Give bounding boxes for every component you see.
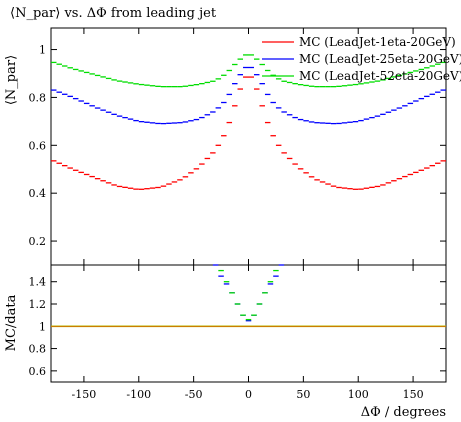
x-ticks: -150 -100 -50 0 50 100 150 [72, 265, 424, 401]
legend-label: MC (LeadJet-1eta-20GeV) [299, 35, 456, 49]
ratio-y-axis-label: MC/data [4, 294, 19, 351]
x-tick-label: -50 [185, 388, 203, 401]
main-y-axis-label: ⟨N_par⟩ [4, 55, 19, 105]
ratio-y-tick-label: 1.2 [29, 298, 47, 311]
main-y-tick-label: 0.2 [29, 235, 47, 248]
main-y-tick-label: 0.4 [29, 187, 47, 200]
main-series-group [51, 54, 446, 190]
main-y-tick-label: 1 [39, 44, 46, 57]
legend: MC (LeadJet-1eta-20GeV) MC (LeadJet-25eta… [262, 35, 461, 83]
legend-label: MC (LeadJet-25eta-20GeV) [299, 52, 461, 66]
x-tick-label: 50 [296, 388, 310, 401]
x-tick-label: 100 [348, 388, 369, 401]
ratio-y-ticks: 0.6 0.8 1 1.2 1.4 [29, 276, 446, 378]
main-y-tick-label: 0.6 [29, 139, 47, 152]
main-y-ticks: 0.2 0.4 0.6 0.8 1 [29, 28, 446, 265]
ratio-y-tick-label: 1.4 [29, 276, 47, 289]
x-tick-label: 0 [245, 388, 252, 401]
ratio-series-2 [218, 269, 279, 321]
legend-label: MC (LeadJet-52eta-20GeV) [299, 69, 461, 83]
ratio-y-tick-label: 1 [39, 320, 46, 333]
ratio-y-tick-label: 0.6 [29, 365, 47, 378]
main-series-2 [51, 66, 446, 125]
chart-title: ⟨N_par⟩ vs. ΔΦ from leading jet [10, 6, 217, 21]
x-tick-label: 150 [403, 388, 424, 401]
x-tick-label: -150 [72, 388, 97, 401]
ratio-y-tick-label: 0.8 [29, 343, 47, 356]
ratio-series-1 [212, 264, 285, 322]
ratio-series-group [51, 264, 446, 327]
ratio-plot-frame [50, 264, 447, 383]
main-series-3 [51, 54, 446, 88]
x-tick-label: -100 [126, 388, 151, 401]
main-y-tick-label: 0.8 [29, 91, 47, 104]
x-axis-label: ΔΦ / degrees [361, 405, 446, 420]
main-series-1 [51, 76, 446, 190]
